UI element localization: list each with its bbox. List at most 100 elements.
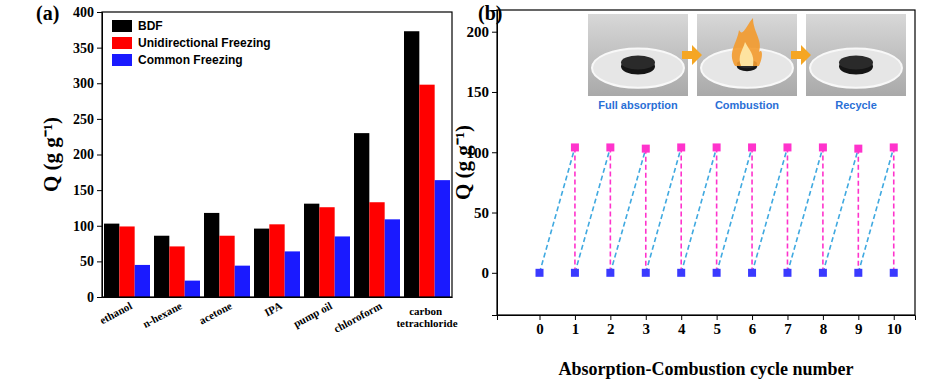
tick-label: n-hexane — [140, 299, 184, 330]
bar — [254, 229, 269, 297]
tick: 0 — [482, 265, 498, 281]
sample-top — [621, 55, 655, 69]
tick-label: 5 — [713, 321, 721, 337]
point — [819, 269, 827, 277]
tick-mark — [97, 297, 102, 298]
bar — [335, 236, 350, 297]
tick-mark — [894, 315, 895, 320]
tick: 9 — [855, 315, 863, 337]
combustion-line — [574, 147, 576, 272]
annotation: Full absorption — [598, 99, 678, 111]
point — [536, 269, 544, 277]
tick: 1 — [572, 315, 580, 337]
axis-title: Q (g g⁻¹) — [451, 125, 475, 200]
flame-core — [740, 42, 754, 66]
tick: IPA — [262, 297, 284, 318]
tick: 150 — [467, 84, 498, 100]
axis-title: Q (g g⁻¹) — [39, 117, 63, 192]
legend-item: Unidirectional Freezing — [112, 36, 271, 50]
axis: 012345678910 — [498, 315, 916, 337]
point — [571, 269, 579, 277]
tick-label: 1 — [572, 321, 580, 337]
tick-label: 100 — [73, 219, 94, 234]
legend-swatch — [112, 37, 132, 49]
axis-line — [498, 316, 916, 321]
tick: 3 — [643, 315, 651, 337]
figure: 050100150200250300350400ethanoln-hexanea… — [0, 0, 950, 387]
tick: acetone — [197, 297, 234, 327]
tick: 100 — [73, 219, 102, 234]
photo-frame — [588, 14, 688, 96]
tick-label: 0 — [536, 321, 544, 337]
bar — [385, 219, 400, 297]
tick-label: 200 — [467, 24, 490, 40]
photo — [806, 14, 906, 96]
point — [890, 269, 898, 277]
tick-label: carbon tetrachloride — [396, 305, 457, 329]
combustion-line — [751, 147, 753, 272]
combustion-line — [893, 147, 895, 272]
bar — [304, 204, 319, 297]
point-series — [536, 269, 898, 277]
tick-label: 400 — [73, 5, 94, 20]
tick-mark — [97, 119, 102, 120]
tick: 0 — [87, 290, 102, 305]
bar — [154, 236, 169, 297]
tick-label: pump oil — [291, 299, 334, 329]
tick-mark — [97, 190, 102, 191]
tick: pump oil — [291, 297, 334, 330]
tick: n-hexane — [140, 297, 184, 330]
tick: ethanol — [97, 297, 133, 326]
plot-frame — [497, 10, 915, 315]
tick-mark — [752, 315, 753, 320]
tick-label: 150 — [467, 84, 490, 100]
bar — [369, 202, 384, 297]
combustion-line — [858, 149, 860, 273]
point — [677, 269, 685, 277]
arrow — [791, 45, 811, 65]
tick-label: chloroform — [331, 299, 383, 334]
tick: 10 — [887, 315, 902, 337]
absorption-line — [787, 147, 822, 272]
legend-item: Common Freezing — [112, 53, 243, 67]
bar — [235, 266, 250, 297]
plot-area — [104, 31, 450, 297]
bar — [285, 251, 300, 297]
axis-line — [103, 297, 453, 298]
tick: 250 — [73, 112, 102, 127]
absorption-line — [858, 147, 893, 272]
legend: BDFUnidirectional FreezingCommon Freezin… — [112, 19, 271, 67]
bar — [419, 85, 434, 297]
tick-label: ethanol — [97, 299, 133, 326]
tick-mark — [97, 48, 102, 49]
tick-mark — [492, 213, 497, 214]
axis-title: Absorption-Combustion cycle number — [558, 359, 853, 379]
tick-label: 250 — [73, 112, 94, 127]
tick-label: 6 — [749, 321, 757, 337]
annotation: Combustion — [715, 99, 779, 111]
tick-label: 150 — [73, 183, 94, 198]
absorption-line — [646, 147, 681, 272]
panel-label: (b) — [478, 2, 502, 25]
plot-area — [536, 143, 898, 276]
bar — [354, 133, 369, 297]
tick-label: 8 — [820, 321, 828, 337]
combustion-line — [716, 147, 718, 272]
flame — [732, 18, 762, 66]
absorption-line — [540, 147, 575, 272]
absorption-line — [681, 147, 716, 272]
tick-mark — [787, 315, 788, 320]
tick: 200 — [73, 147, 102, 162]
point — [890, 143, 898, 151]
absorption-line — [610, 149, 645, 273]
point — [819, 143, 827, 151]
combustion-line — [610, 147, 612, 272]
dish — [592, 48, 684, 87]
dish — [810, 48, 902, 87]
tick-mark — [575, 315, 576, 320]
point — [571, 143, 579, 151]
cycle-lines — [540, 147, 894, 272]
point — [748, 143, 756, 151]
absorption-line — [752, 147, 787, 272]
tick-label: 7 — [784, 321, 792, 337]
